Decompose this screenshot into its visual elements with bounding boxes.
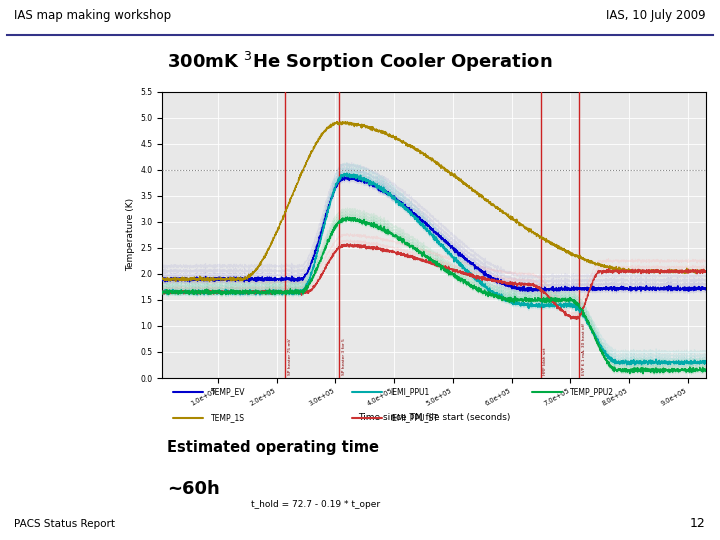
TEMP_EV [252, 275, 261, 282]
Text: IEMI_PPU_ST: IEMI_PPU_ST [390, 413, 438, 422]
IEMI_PPU1 [631, 362, 639, 368]
TEMP_1S [341, 118, 350, 125]
TEMP_1S [252, 265, 261, 272]
IEMI_PPU_ST [572, 316, 581, 322]
Text: IAS map making workshop: IAS map making workshop [14, 10, 171, 23]
IEMI_PPU1 [252, 289, 261, 296]
X-axis label: Time since TM file start (seconds): Time since TM file start (seconds) [358, 413, 510, 422]
TEMP_1S [220, 276, 228, 283]
TEMP_PPU2 [701, 367, 710, 374]
IEMI_PPU1 [632, 357, 641, 364]
TEMP_PPU2 [252, 289, 261, 295]
TEMP_PPU2 [691, 368, 700, 374]
TEMP_PPU2 [632, 366, 641, 373]
Text: Cold side runs 1K colder than before.
Better insulation in the
thermal shunt.
Ev: Cold side runs 1K colder than before. Be… [16, 103, 176, 273]
Text: IAS, 10 July 2009: IAS, 10 July 2009 [606, 10, 706, 23]
TEMP_1S [205, 279, 214, 285]
IEMI_PPU_ST [252, 288, 261, 295]
TEMP_1S [691, 268, 700, 274]
Y-axis label: Temperature (K): Temperature (K) [125, 198, 135, 272]
Text: HRF blah set: HRF blah set [544, 348, 547, 375]
Text: IEMI_PPU1: IEMI_PPU1 [390, 388, 430, 396]
TEMP_PPU2 [390, 232, 398, 239]
IEMI_PPU_ST [220, 288, 228, 294]
IEMI_PPU_ST [701, 269, 710, 275]
TEMP_EV [523, 288, 532, 295]
TEMP_EV [366, 180, 375, 186]
Line: IEMI_PPU_ST: IEMI_PPU_ST [162, 244, 706, 319]
IEMI_PPU_ST [158, 288, 166, 295]
IEMI_PPU1 [343, 170, 351, 176]
TEMP_EV [390, 196, 398, 202]
Line: TEMP_1S: TEMP_1S [162, 122, 706, 282]
Text: TEMP_EV: TEMP_EV [211, 388, 246, 396]
IEMI_PPU1 [158, 290, 166, 296]
IEMI_PPU1 [390, 194, 398, 200]
TEMP_1S [158, 275, 166, 282]
TEMP_EV [691, 285, 700, 292]
TEMP_1S [366, 125, 375, 132]
IEMI_PPU_ST [366, 245, 375, 252]
Text: ~60h: ~60h [167, 480, 220, 498]
TEMP_PPU2 [626, 370, 634, 377]
Text: TEMP_1S: TEMP_1S [211, 413, 245, 422]
IEMI_PPU_ST [632, 267, 641, 274]
Text: SP heater 75 mV: SP heater 75 mV [288, 339, 292, 375]
IEMI_PPU1 [366, 178, 375, 185]
TEMP_EV [348, 172, 356, 179]
Text: Estimated operating time: Estimated operating time [167, 440, 379, 455]
Text: SP heater 3 for 5: SP heater 3 for 5 [342, 339, 346, 375]
Text: EVP 6 1 mA, 30 heat off: EVP 6 1 mA, 30 heat off [582, 323, 585, 375]
TEMP_PPU2 [158, 288, 166, 294]
TEMP_EV [632, 286, 641, 292]
Text: PACS Status Report: PACS Status Report [14, 519, 115, 529]
TEMP_PPU2 [220, 289, 228, 296]
TEMP_PPU2 [343, 214, 352, 220]
Text: TEMP_PPU2: TEMP_PPU2 [570, 388, 613, 396]
Text: 300mK $^{3}$He Sorption Cooler Operation: 300mK $^{3}$He Sorption Cooler Operation [167, 50, 553, 74]
TEMP_EV [158, 278, 166, 284]
IEMI_PPU_ST [346, 241, 355, 247]
IEMI_PPU1 [701, 359, 710, 365]
IEMI_PPU1 [691, 359, 700, 366]
Line: TEMP_PPU2: TEMP_PPU2 [162, 217, 706, 374]
IEMI_PPU_ST [390, 249, 398, 255]
TEMP_1S [390, 134, 399, 140]
Text: t_hold = 72.7 - 0.19 * t_oper: t_hold = 72.7 - 0.19 * t_oper [251, 500, 380, 509]
TEMP_1S [701, 268, 710, 275]
IEMI_PPU1 [220, 289, 228, 295]
Line: IEMI_PPU1: IEMI_PPU1 [162, 173, 706, 365]
TEMP_EV [701, 286, 710, 293]
Text: 12: 12 [690, 517, 706, 530]
TEMP_EV [220, 277, 228, 284]
IEMI_PPU_ST [691, 267, 700, 274]
Line: TEMP_EV: TEMP_EV [162, 176, 706, 292]
TEMP_1S [632, 267, 641, 273]
TEMP_PPU2 [366, 221, 375, 227]
